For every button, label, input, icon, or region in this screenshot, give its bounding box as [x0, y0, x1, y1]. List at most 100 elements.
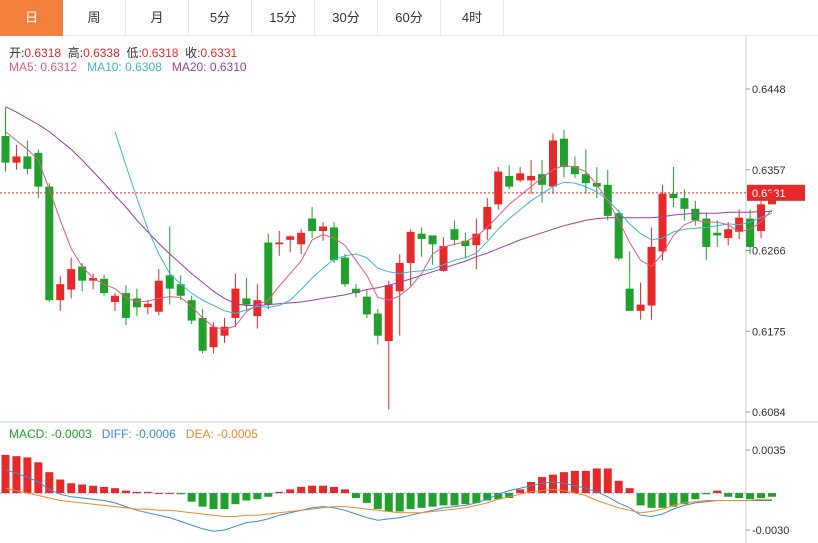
candle-body	[351, 288, 360, 294]
tab-0[interactable]: 日	[0, 0, 63, 36]
macd-bar	[713, 490, 722, 494]
macd-bar	[143, 491, 152, 494]
candle-body	[89, 278, 98, 281]
macd-bar	[735, 493, 744, 498]
candle-body	[461, 240, 470, 247]
candle-body	[483, 207, 492, 230]
candle-body	[242, 298, 251, 305]
macd-bar	[1, 454, 10, 494]
candle-body	[472, 233, 481, 246]
price-tick-label: 0.6448	[752, 84, 786, 96]
tab-6[interactable]: 60分	[378, 0, 441, 36]
macd-bar	[111, 488, 119, 494]
macd-bar	[209, 493, 218, 510]
macd-legend: MACD: -0.0003 DIFF: -0.0006 DEA: -0.0005	[9, 427, 258, 441]
candle-body	[23, 156, 32, 169]
ohlc-legend: 开:0.6318 高:0.6338 低:0.6318 收:0.6331	[9, 44, 237, 61]
tab-2[interactable]: 月	[126, 0, 189, 36]
candle-body	[669, 193, 678, 199]
tabs-filler	[504, 0, 818, 36]
macd-bar	[581, 470, 590, 494]
macd-bar	[538, 477, 547, 494]
macd-bar	[614, 480, 623, 494]
candle-body	[111, 295, 119, 302]
candle-body	[297, 232, 306, 245]
macd-bar	[680, 493, 689, 505]
candle-body	[702, 218, 711, 247]
candle-body	[614, 213, 623, 259]
macd-bar	[319, 485, 328, 494]
price-tick-label: 0.6266	[752, 246, 786, 258]
macd-bar	[636, 493, 645, 506]
price-tick-label: 0.6357	[752, 165, 786, 177]
candle-body	[516, 173, 525, 181]
candle-body	[428, 235, 437, 245]
candle-body	[373, 313, 382, 336]
candle-body	[78, 266, 87, 281]
candle-body	[187, 300, 196, 321]
candle-body	[100, 278, 109, 294]
candle-body	[494, 171, 503, 205]
macd-bar	[78, 484, 87, 494]
macd-bar	[570, 470, 579, 494]
candle-body	[143, 303, 152, 308]
ma20-value: 0.6310	[209, 60, 247, 74]
macd-bar	[154, 493, 163, 495]
ma10-label: MA10:	[87, 60, 122, 74]
tab-4[interactable]: 15分	[252, 0, 315, 36]
macd-bar	[757, 493, 766, 498]
macd-label: MACD:	[9, 427, 48, 441]
macd-bar	[472, 493, 481, 503]
macd-bar	[165, 493, 174, 495]
candle-body	[176, 284, 185, 296]
macd-bar	[516, 489, 525, 494]
candle-body	[121, 293, 130, 318]
macd-bar	[549, 474, 557, 494]
macd-bar	[527, 482, 536, 494]
tab-3[interactable]: 5分	[189, 0, 252, 36]
candle-body	[691, 208, 700, 221]
ma10-value: 0.6308	[125, 60, 162, 74]
tab-7[interactable]: 4时	[441, 0, 504, 36]
dea-line	[5, 487, 772, 517]
macd-bar	[768, 493, 776, 497]
macd-bar	[439, 493, 448, 506]
candle-body	[362, 296, 371, 315]
close-value: 0.6331	[200, 46, 238, 60]
macd-bar	[187, 493, 196, 502]
candle-body	[581, 174, 590, 184]
price-tick-label: 0.6084	[752, 407, 786, 419]
candle-body	[220, 326, 229, 336]
macd-bar	[450, 493, 459, 506]
macd-bar	[34, 462, 43, 494]
candle-body	[275, 242, 284, 245]
candle-body	[330, 227, 338, 261]
candle-body	[450, 229, 459, 240]
low-value: 0.6318	[141, 46, 179, 60]
macd-bar	[308, 485, 317, 494]
candle-body	[680, 198, 689, 209]
macd-bar	[483, 493, 492, 501]
high-value: 0.6338	[83, 46, 120, 60]
tab-5[interactable]: 30分	[315, 0, 378, 36]
macd-bar	[67, 483, 76, 494]
macd-bar	[702, 493, 711, 495]
ma5-line	[5, 131, 773, 331]
tab-1[interactable]: 周	[63, 0, 126, 36]
macd-bar	[231, 493, 240, 505]
candle-body	[559, 138, 568, 168]
open-value: 0.6318	[24, 46, 62, 60]
macd-bar	[132, 491, 141, 494]
candle-body	[505, 175, 514, 187]
macd-bar	[691, 493, 700, 500]
candle-body	[538, 174, 547, 185]
low-label: 低:	[126, 46, 142, 60]
diff-label: DIFF:	[101, 427, 132, 441]
candle-body	[253, 300, 262, 317]
period-tabs: 日周月 5分 15分 30分 60分 4时	[0, 0, 818, 36]
candle-body	[264, 242, 273, 305]
macd-bar	[406, 493, 415, 510]
macd-bar	[297, 486, 306, 494]
macd-bar	[89, 485, 98, 494]
